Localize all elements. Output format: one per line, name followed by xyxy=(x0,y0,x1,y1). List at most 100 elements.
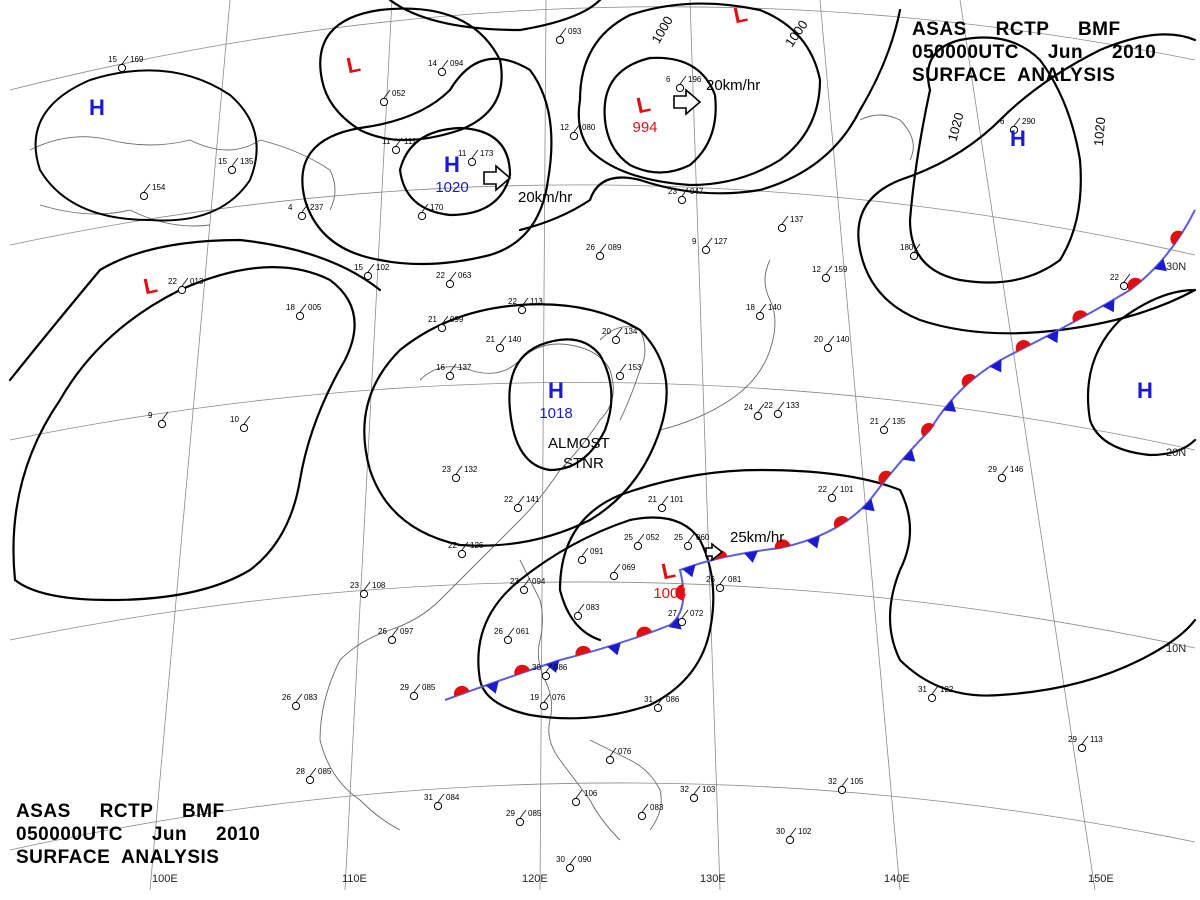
station-circle xyxy=(653,703,663,713)
warm-front-symbol xyxy=(1015,340,1031,352)
station-pressure: 137 xyxy=(790,215,804,224)
station-pressure: 102 xyxy=(376,263,390,272)
station-temperature: 31 xyxy=(918,685,927,694)
station-plot: 31 122 xyxy=(918,685,954,703)
station-temperature: 24 xyxy=(744,403,753,412)
station-pressure: 101 xyxy=(840,485,854,494)
station-plot: 9 xyxy=(148,411,169,429)
station-temperature: 23 xyxy=(510,577,519,586)
station-plot: 6 290 xyxy=(1000,117,1036,135)
wind-barb xyxy=(719,575,727,585)
station-temperature: 10 xyxy=(230,415,239,424)
wind-barb xyxy=(437,793,445,803)
isobars xyxy=(8,0,1197,720)
station-circle xyxy=(517,305,527,315)
center-symbol: L xyxy=(141,272,159,299)
station-plot: 22 013 xyxy=(168,277,204,295)
station-pressure: 091 xyxy=(590,547,604,556)
station-circle xyxy=(605,755,615,765)
cold-front-symbol xyxy=(902,449,916,462)
station-pressure: 094 xyxy=(532,577,546,586)
wind-barb xyxy=(543,693,551,703)
wind-barb xyxy=(757,403,765,413)
station-temperature: 26 xyxy=(494,627,503,636)
station-circle xyxy=(359,589,369,599)
station-plot: 18 005 xyxy=(286,303,322,321)
wind-barb xyxy=(613,563,621,573)
station-circle xyxy=(637,811,647,821)
high-pressure-center: H xyxy=(1137,378,1153,403)
wind-barb xyxy=(759,303,767,313)
wind-barb xyxy=(661,495,669,505)
station-plot: 23 108 xyxy=(350,581,386,599)
station-plot: 26 097 xyxy=(378,627,414,645)
station-plot: 23 132 xyxy=(442,465,478,483)
title-line-2: 050000UTC Jun 2010 xyxy=(912,42,1157,63)
wind-barb xyxy=(301,203,309,213)
station-circle xyxy=(291,701,301,711)
station-plot: 6 196 xyxy=(666,75,702,93)
station-temperature: 29 xyxy=(1068,735,1077,744)
station-circle xyxy=(433,801,443,811)
wind-barb xyxy=(1013,117,1021,127)
station-circle xyxy=(773,409,783,419)
warm-front-symbol xyxy=(575,645,592,656)
station-circle xyxy=(177,285,187,295)
wind-barb xyxy=(619,363,627,373)
station-plot: 14 094 xyxy=(428,59,464,77)
station-pressure: 069 xyxy=(622,563,636,572)
station-temperature: 16 xyxy=(436,363,445,372)
station-circle xyxy=(827,493,837,503)
station-circle xyxy=(715,583,725,593)
station-plot: 137 xyxy=(777,215,804,233)
wind-barb xyxy=(781,215,789,225)
wind-barb xyxy=(391,627,399,637)
station-plot: 9 127 xyxy=(692,237,728,255)
wind-barb xyxy=(599,243,607,253)
station-plot: 093 xyxy=(555,27,582,45)
station-circle xyxy=(363,271,373,281)
station-plot: 31 086 xyxy=(644,695,680,713)
station-pressure: 083 xyxy=(586,603,600,612)
station-circle xyxy=(609,571,619,581)
station-temperature: 21 xyxy=(870,417,879,426)
station-pressure: 094 xyxy=(450,59,464,68)
cold-front-symbol xyxy=(668,616,682,630)
station-circle xyxy=(1119,281,1129,291)
wind-barb xyxy=(181,277,189,287)
station-plot: 052 xyxy=(379,89,406,107)
wind-barb xyxy=(421,203,429,213)
station-pressure: 140 xyxy=(768,303,782,312)
cold-front-symbol xyxy=(1102,299,1115,313)
high-pressure-center: H xyxy=(1010,126,1026,151)
station-plot: 153 xyxy=(615,363,642,381)
wind-barb xyxy=(827,335,835,345)
station-circle xyxy=(391,145,401,155)
station-plot: 29 146 xyxy=(988,465,1024,483)
station-plot: 154 xyxy=(139,183,166,201)
wind-barb xyxy=(825,265,833,275)
station-temperature: 30 xyxy=(776,827,785,836)
wind-barb xyxy=(883,417,891,427)
station-plot: 076 xyxy=(605,747,632,765)
station-pressure: 135 xyxy=(892,417,906,426)
wind-barb xyxy=(559,27,567,37)
station-plot: 22 063 xyxy=(436,271,472,289)
station-temperature: 22 xyxy=(436,271,445,280)
station-plot: 21 135 xyxy=(870,417,906,435)
station-temperature: 22 xyxy=(504,495,513,504)
station-circle xyxy=(417,211,427,221)
station-plot: 180 xyxy=(900,243,921,261)
station-plot: 30 086 xyxy=(532,663,568,681)
wind-barb xyxy=(441,59,449,69)
station-pressure: 122 xyxy=(940,685,954,694)
graticule xyxy=(9,0,1196,891)
annotation-text: ALMOST xyxy=(548,435,610,452)
station-circle xyxy=(515,817,525,827)
wind-barb xyxy=(1001,465,1009,475)
station-plot: 10 xyxy=(230,415,251,433)
wind-barb xyxy=(575,789,583,799)
station-plot: 27 072 xyxy=(668,609,704,627)
station-pressure: 061 xyxy=(516,627,530,636)
station-pressure: 103 xyxy=(702,785,716,794)
